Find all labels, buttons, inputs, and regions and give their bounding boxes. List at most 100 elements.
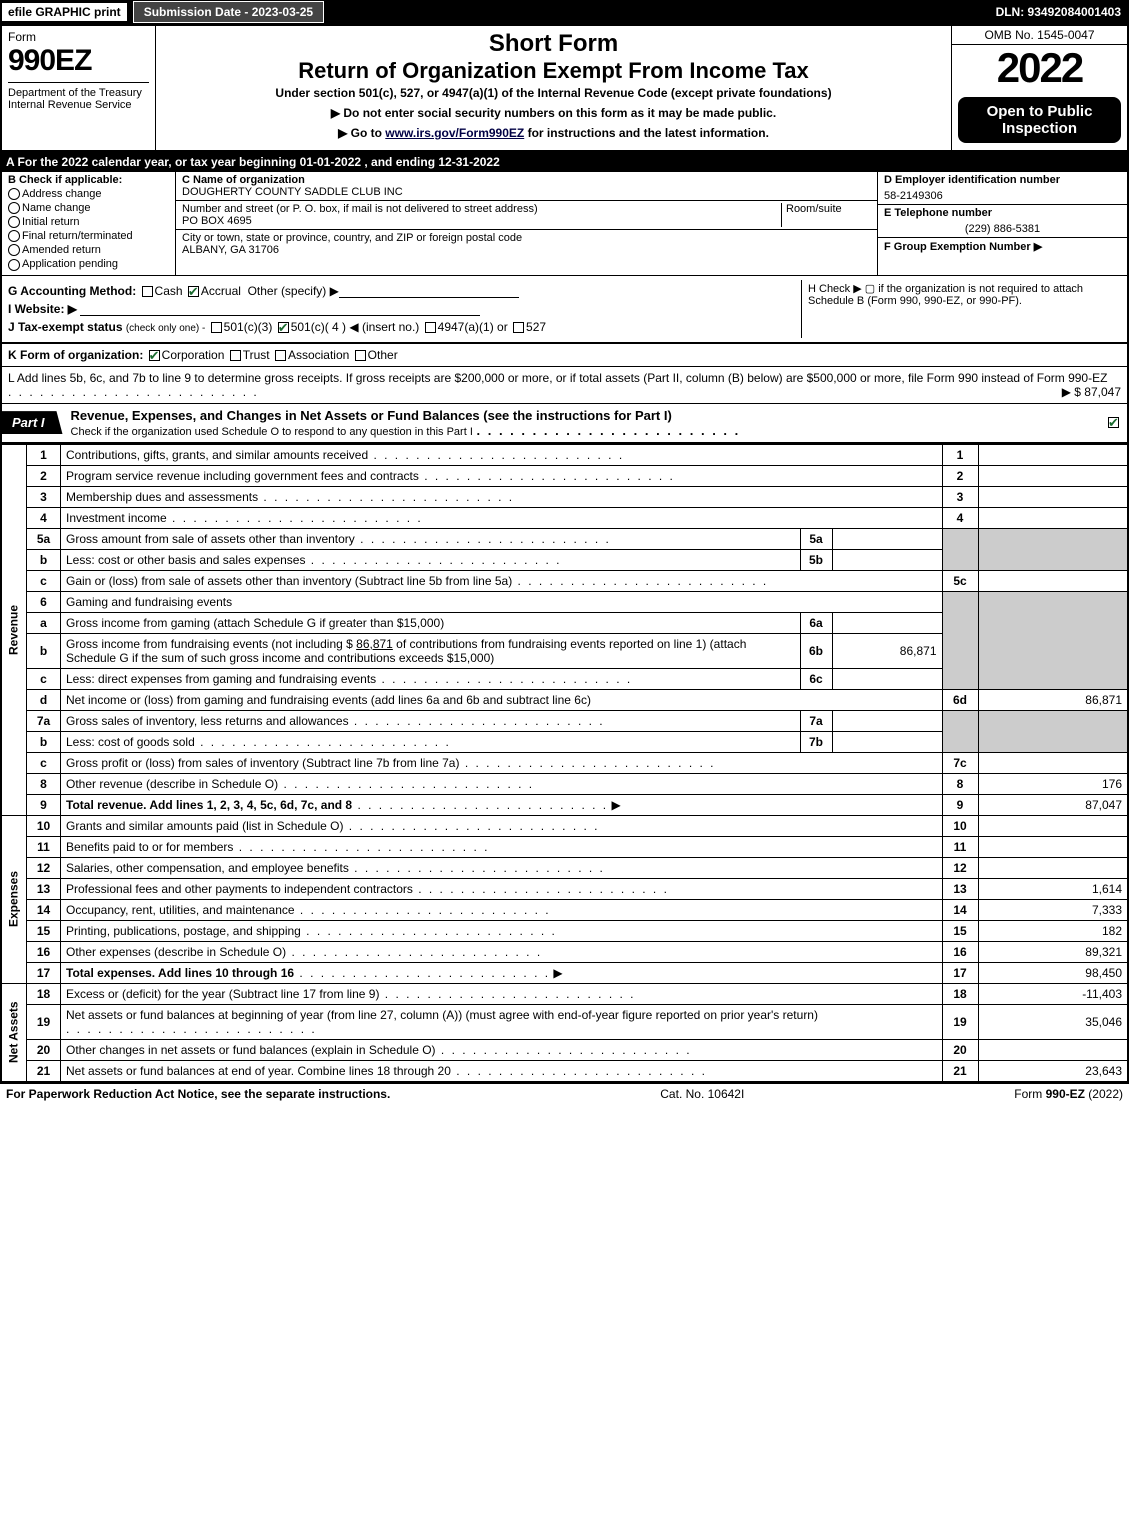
mini-amt-6b: 86,871 [832,633,942,668]
ln-17: 17 [27,962,61,983]
j-label: J Tax-exempt status [8,320,123,334]
amt-14: 7,333 [978,899,1128,920]
header-left: Form 990EZ Department of the Treasury In… [2,26,156,150]
chk-501c3[interactable] [211,322,222,333]
j-o2: 501(c)( 4 ) ◀ (insert no.) [291,320,420,334]
amt-6d: 86,871 [978,689,1128,710]
form-header: Form 990EZ Department of the Treasury In… [0,24,1129,152]
part-i-title-text: Revenue, Expenses, and Changes in Net As… [71,408,672,423]
website-input[interactable] [80,302,480,316]
chk-other[interactable] [355,350,366,361]
row-h: H Check ▶ ▢ if the organization is not r… [801,280,1121,338]
mini-6b: 6b [800,633,832,668]
g-other-input[interactable] [339,284,519,298]
row-l: L Add lines 5b, 6c, and 7b to line 9 to … [0,367,1129,403]
g-other: Other (specify) ▶ [248,284,339,298]
chk-cash[interactable] [142,286,153,297]
mini-amt-5b [832,549,942,570]
rn-8: 8 [942,773,978,794]
mini-6a: 6a [800,612,832,633]
l7b-desc: Less: cost of goods sold [66,735,195,749]
ln-6d: d [27,689,61,710]
chk-initial-return[interactable] [8,216,20,228]
chk-application-pending[interactable] [8,259,20,271]
ln-15: 15 [27,920,61,941]
amt-20 [978,1039,1128,1060]
chk-trust[interactable] [230,350,241,361]
l12-desc: Salaries, other compensation, and employ… [66,861,349,875]
l10-desc: Grants and similar amounts paid (list in… [66,819,343,833]
ln-1: 1 [27,444,61,465]
l3-desc: Membership dues and assessments [66,490,258,504]
rn-4: 4 [942,507,978,528]
arrow-icon [550,966,563,980]
j-o1: 501(c)(3) [224,320,273,334]
b-item-4: Amended return [22,244,101,256]
ln-18: 18 [27,983,61,1004]
l18-desc: Excess or (deficit) for the year (Subtra… [66,987,379,1001]
rn-19: 19 [942,1004,978,1039]
amt-5c [978,570,1128,591]
chk-schedule-o[interactable] [1108,417,1119,428]
l7c-desc: Gross profit or (loss) from sales of inv… [66,756,459,770]
ln-5a: 5a [27,528,61,549]
ssn-warning: ▶ Do not enter social security numbers o… [162,106,945,120]
rn-13: 13 [942,878,978,899]
b-item-1: Name change [22,202,91,214]
rn-15: 15 [942,920,978,941]
rn-3: 3 [942,486,978,507]
chk-name-change[interactable] [8,202,20,214]
mini-amt-6a [832,612,942,633]
chk-4947[interactable] [425,322,436,333]
table-row: Revenue 1 Contributions, gifts, grants, … [1,444,1128,465]
chk-accrual[interactable] [188,286,199,297]
table-row: 5a Gross amount from sale of assets othe… [1,528,1128,549]
table-row: Net Assets 18 Excess or (deficit) for th… [1,983,1128,1004]
rn-18: 18 [942,983,978,1004]
chk-corp[interactable] [149,350,160,361]
table-row: 7a Gross sales of inventory, less return… [1,710,1128,731]
ln-7a: 7a [27,710,61,731]
efile-print-label[interactable]: efile GRAPHIC print [0,1,129,23]
ln-5b: b [27,549,61,570]
amt-11 [978,836,1128,857]
chk-amended-return[interactable] [8,244,20,256]
chk-final-return[interactable] [8,230,20,242]
rn-20: 20 [942,1039,978,1060]
rn-16: 16 [942,941,978,962]
chk-assoc[interactable] [275,350,286,361]
l8-desc: Other revenue (describe in Schedule O) [66,777,278,791]
table-row: d Net income or (loss) from gaming and f… [1,689,1128,710]
ln-6a: a [27,612,61,633]
mini-amt-6c [832,668,942,689]
h-text: H Check ▶ ▢ if the organization is not r… [808,283,1083,307]
ln-6c: c [27,668,61,689]
chk-501c[interactable] [278,322,289,333]
org-city: ALBANY, GA 31706 [182,244,279,256]
chk-527[interactable] [513,322,524,333]
k-trust: Trust [243,348,270,362]
irs-link[interactable]: www.irs.gov/Form990EZ [385,126,524,140]
b-item-0: Address change [22,188,102,200]
form-word: Form [8,30,149,44]
col-def: D Employer identification number 58-2149… [877,172,1127,275]
org-name: DOUGHERTY COUNTY SADDLE CLUB INC [182,186,403,198]
arrow-icon [608,798,621,812]
org-street: PO BOX 4695 [182,215,252,227]
rn-7c: 7c [942,752,978,773]
g-cash: Cash [155,284,183,298]
k-label: K Form of organization: [8,348,143,362]
l5a-desc: Gross amount from sale of assets other t… [66,532,355,546]
header-right: OMB No. 1545-0047 2022 Open to Public In… [951,26,1127,150]
amt-19: 35,046 [978,1004,1128,1039]
chk-address-change[interactable] [8,188,20,200]
goto-pre: ▶ Go to [338,126,385,140]
g-label: G Accounting Method: [8,284,136,298]
pra-notice: For Paperwork Reduction Act Notice, see … [6,1087,390,1101]
part-i-table: Revenue 1 Contributions, gifts, grants, … [0,444,1129,1082]
table-row: 12 Salaries, other compensation, and emp… [1,857,1128,878]
rn-14: 14 [942,899,978,920]
dln-label: DLN: 93492084001403 [988,2,1129,22]
tax-year: 2022 [952,45,1127,95]
ln-8: 8 [27,773,61,794]
